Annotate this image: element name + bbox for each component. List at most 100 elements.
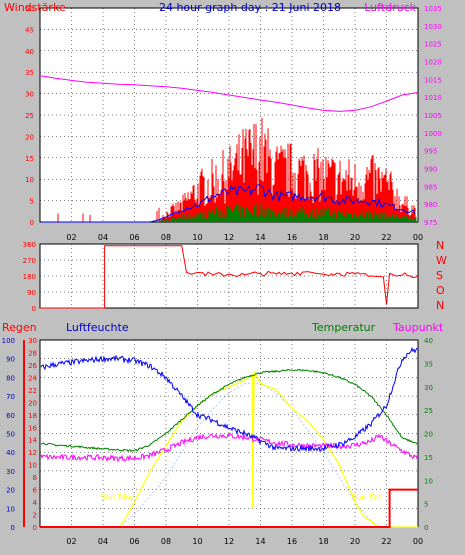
legend-dewpoint: Taupunkt bbox=[392, 321, 444, 334]
pressure-line bbox=[39, 75, 419, 112]
rain-tick-label: 16 bbox=[28, 424, 37, 432]
pressure-tick-label: 1020 bbox=[424, 59, 442, 67]
rain-tick-label: 22 bbox=[28, 387, 37, 395]
pressure-tick-label: 1030 bbox=[424, 23, 442, 31]
rain-tick-label: 24 bbox=[28, 374, 37, 382]
pressure-tick-label: 1025 bbox=[424, 41, 442, 49]
rain-tick-label: 30 bbox=[28, 337, 37, 345]
wind-tick-label: 30 bbox=[25, 91, 34, 99]
time-tick-label: 06 bbox=[129, 537, 139, 546]
rain-tick-label: 8 bbox=[33, 474, 37, 482]
time-tick-label: 00 bbox=[413, 233, 423, 242]
pressure-tick-label: 1035 bbox=[424, 5, 442, 13]
legend-temperature: Temperatur bbox=[311, 321, 376, 334]
rain-tick-label: 20 bbox=[28, 399, 37, 407]
wind-tick-label: 25 bbox=[25, 112, 34, 120]
pressure-tick-label: 1000 bbox=[424, 130, 442, 138]
temperature-line bbox=[40, 368, 418, 452]
time-tick-label: 02 bbox=[66, 537, 76, 546]
wind-tick-label: 0 bbox=[30, 219, 34, 227]
compass-label: N bbox=[436, 299, 444, 312]
pressure-tick-label: 1015 bbox=[424, 76, 442, 84]
top-time-axis-ticks: 02 04 06 08 10 12 14 16 18 20 22 00 bbox=[66, 233, 423, 242]
temperature-axis-ticks: 0 5 10 15 20 25 30 35 40 bbox=[424, 337, 433, 532]
humidity-tick-label: 30 bbox=[6, 468, 15, 476]
time-tick-label: 16 bbox=[287, 537, 297, 546]
rain-tick-label: 6 bbox=[33, 487, 38, 495]
time-tick-label: 14 bbox=[255, 233, 265, 242]
direction-tick-label: 90 bbox=[27, 289, 36, 297]
humidity-tick-label: 0 bbox=[11, 524, 15, 532]
time-tick-label: 18 bbox=[318, 233, 328, 242]
wind-pressure-lines bbox=[39, 75, 419, 223]
solar-radiation-line bbox=[40, 370, 418, 528]
compass-label: N bbox=[436, 239, 444, 252]
compass-label: S bbox=[436, 269, 443, 282]
temperature-tick-label: 30 bbox=[424, 384, 433, 392]
humidity-tick-label: 80 bbox=[6, 374, 15, 382]
rain-tick-label: 12 bbox=[28, 449, 37, 457]
pressure-tick-label: 975 bbox=[424, 219, 437, 227]
direction-tick-label: 270 bbox=[23, 257, 36, 265]
pressure-tick-label: 1005 bbox=[424, 112, 442, 120]
time-tick-label: 14 bbox=[255, 537, 265, 546]
chart-title: 24 hour graph day : 21 Juni 2018 bbox=[159, 1, 341, 14]
wind-tick-label: 35 bbox=[25, 69, 34, 77]
time-tick-label: 10 bbox=[192, 537, 202, 546]
wind-tick-label: 5 bbox=[30, 198, 34, 206]
humidity-tick-label: 90 bbox=[6, 356, 15, 364]
wind-axis-label: Windstärke bbox=[4, 1, 66, 14]
pressure-tick-label: 1010 bbox=[424, 94, 442, 102]
wind-tick-label: 20 bbox=[25, 133, 34, 141]
rain-tick-label: 10 bbox=[28, 462, 37, 470]
bottom-time-axis-ticks: 02 04 06 08 10 12 14 16 18 20 22 00 bbox=[66, 537, 423, 546]
rain-line bbox=[40, 488, 418, 528]
rain-tick-label: 26 bbox=[28, 362, 37, 370]
time-tick-label: 22 bbox=[381, 537, 391, 546]
time-tick-label: 04 bbox=[98, 537, 108, 546]
rain-tick-label: 18 bbox=[28, 412, 37, 420]
humidity-tick-label: 50 bbox=[6, 431, 15, 439]
time-tick-label: 00 bbox=[413, 537, 423, 546]
temperature-tick-label: 0 bbox=[424, 524, 428, 532]
pressure-axis-label: Luftdruck bbox=[364, 1, 416, 14]
humidity-tick-label: 70 bbox=[6, 393, 15, 401]
compass-label: O bbox=[436, 284, 445, 297]
time-tick-label: 04 bbox=[98, 233, 108, 242]
wind-tick-label: 45 bbox=[25, 26, 34, 34]
wind-bars bbox=[57, 117, 417, 222]
rain-tick-label: 28 bbox=[28, 349, 37, 357]
humidity-tick-label: 100 bbox=[2, 337, 15, 345]
rain-tick-label: 0 bbox=[33, 524, 37, 532]
humidity-axis-ticks: 0 10 20 30 40 50 60 70 80 90 100 bbox=[2, 337, 15, 532]
time-tick-label: 10 bbox=[192, 233, 202, 242]
direction-degree-ticks: 0 90 180 270 360 bbox=[23, 241, 36, 313]
humidity-tick-label: 10 bbox=[6, 505, 15, 513]
humidity-tick-label: 20 bbox=[6, 487, 15, 495]
time-tick-label: 20 bbox=[350, 537, 360, 546]
wind-direction-gridlines bbox=[40, 243, 419, 309]
wind-tick-label: 50 bbox=[25, 5, 34, 13]
pressure-tick-label: 995 bbox=[424, 148, 437, 156]
wind-average-line bbox=[41, 184, 416, 223]
direction-tick-label: 0 bbox=[32, 305, 36, 313]
rain-tick-label: 2 bbox=[33, 512, 37, 520]
humidity-temperature-lines bbox=[40, 346, 418, 528]
time-tick-label: 12 bbox=[224, 233, 234, 242]
dewpoint-line bbox=[40, 432, 418, 463]
legend-humidity: Luftfeuchte bbox=[66, 321, 129, 334]
time-tick-label: 22 bbox=[381, 233, 391, 242]
sunrise-label: Sun Rise bbox=[100, 493, 135, 502]
pressure-tick-label: 990 bbox=[424, 166, 437, 174]
time-tick-label: 18 bbox=[318, 537, 328, 546]
wind-direction-line bbox=[40, 245, 419, 309]
wind-tick-label: 10 bbox=[25, 176, 34, 184]
time-tick-label: 08 bbox=[161, 537, 171, 546]
pressure-tick-label: 985 bbox=[424, 183, 437, 191]
temperature-tick-label: 15 bbox=[424, 454, 433, 462]
